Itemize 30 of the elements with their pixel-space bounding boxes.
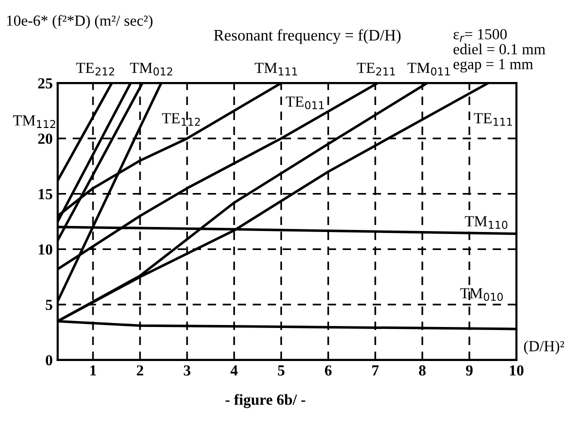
x-tick-label: 8 bbox=[419, 365, 426, 376]
x-tick-label: 10 bbox=[510, 365, 524, 376]
annotation: TE$_{112}$ bbox=[162, 113, 200, 126]
x-tick-label: 5 bbox=[278, 365, 284, 376]
chart-title: Resonant frequency = f(D/H) bbox=[214, 29, 401, 44]
x-tick-label: 2 bbox=[136, 365, 144, 376]
x-axis-title: (D/H)² bbox=[524, 340, 564, 354]
y-tick-label: 20 bbox=[38, 134, 52, 144]
text: TE$_{211}$ bbox=[356, 62, 395, 76]
x-tick-label: 3 bbox=[184, 365, 190, 376]
text: TM$_{011}$ bbox=[408, 62, 450, 76]
y-tick-label: 25 bbox=[38, 78, 52, 89]
x-tick-label: 7 bbox=[372, 365, 379, 376]
y-axis-title: 10e-6* (f²*D) (m²/ sec²) bbox=[7, 14, 152, 29]
y-tick-label: 0 bbox=[46, 355, 52, 366]
chart-subtitle: ε$_{r}$= 1500 ediel = 0.1 mm egap = 1 mm bbox=[454, 29, 546, 72]
x-tick-label: 1 bbox=[90, 365, 96, 376]
x-tick-label: 4 bbox=[230, 365, 238, 376]
text: TM$_{112}$ bbox=[13, 115, 56, 128]
y-tick-label: 15 bbox=[38, 189, 52, 200]
y-tick-label: 10 bbox=[38, 244, 52, 255]
text: TM$_{111}$ bbox=[254, 62, 297, 76]
x-tick-label: 9 bbox=[466, 365, 473, 376]
y-tick-label: 5 bbox=[46, 300, 52, 310]
text: TE$_{212}$ bbox=[76, 62, 114, 76]
annotation: TE$_{011}$ bbox=[286, 96, 324, 110]
text: TM$_{012}$ bbox=[130, 62, 172, 76]
x-tick-label: 6 bbox=[324, 365, 332, 376]
text: - figure 6b/ - bbox=[226, 394, 306, 408]
annotation: TE$_{111}$ bbox=[474, 113, 512, 126]
